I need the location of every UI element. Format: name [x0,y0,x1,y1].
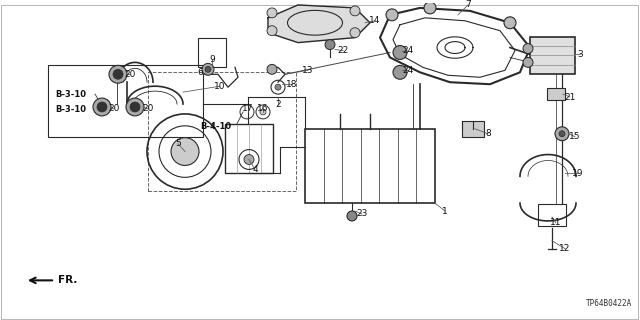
Circle shape [260,109,266,115]
Circle shape [244,155,254,164]
Text: 19: 19 [572,169,584,178]
Bar [530,37,575,74]
Circle shape [267,26,277,36]
Polygon shape [268,5,370,43]
Circle shape [523,58,533,67]
Text: 9: 9 [209,55,215,64]
Text: B-3-10: B-3-10 [55,90,86,99]
Circle shape [130,102,140,112]
Text: 20: 20 [108,104,120,114]
Text: 3: 3 [577,50,583,59]
Bar [547,88,565,100]
Circle shape [205,66,211,72]
Text: 23: 23 [356,210,368,219]
Text: 16: 16 [257,104,269,114]
Bar [462,121,484,137]
Circle shape [424,2,436,14]
Circle shape [555,127,569,141]
Text: 15: 15 [569,132,580,141]
Circle shape [267,64,277,74]
Text: 22: 22 [337,46,349,55]
Circle shape [275,84,281,90]
Circle shape [97,102,107,112]
Text: 20: 20 [124,70,136,79]
Text: 17: 17 [243,104,253,114]
Circle shape [113,69,123,79]
Text: 14: 14 [369,16,381,25]
Text: 11: 11 [550,219,562,228]
Text: 6: 6 [197,68,203,77]
Text: B-3-10: B-3-10 [55,106,86,115]
Text: 5: 5 [175,139,181,148]
Circle shape [325,40,335,50]
Text: 7: 7 [465,0,471,10]
Circle shape [350,6,360,16]
Text: 1: 1 [442,206,448,215]
Circle shape [109,65,127,83]
Text: B-4-10: B-4-10 [200,122,231,131]
Bar [198,38,226,67]
Circle shape [126,98,144,116]
Text: 2: 2 [275,100,281,108]
Bar [48,65,203,137]
Circle shape [93,98,111,116]
Circle shape [393,65,407,79]
Text: 12: 12 [559,244,571,253]
Circle shape [386,9,398,21]
Circle shape [393,45,407,60]
Text: 21: 21 [564,92,576,101]
Circle shape [523,44,533,53]
Bar [538,204,566,226]
Circle shape [350,28,360,38]
Bar [225,124,273,173]
Text: 24: 24 [403,46,413,55]
Text: 8: 8 [485,129,491,138]
Bar [148,72,296,191]
Circle shape [202,63,214,75]
Circle shape [267,8,277,18]
Circle shape [347,211,357,221]
Circle shape [504,17,516,29]
Text: 4: 4 [252,165,258,174]
Bar [305,129,435,203]
Text: 13: 13 [302,66,314,75]
Text: 18: 18 [286,80,298,89]
Circle shape [171,138,199,165]
Circle shape [559,131,565,137]
Text: 24: 24 [403,66,413,75]
Text: TP64B0422A: TP64B0422A [586,299,632,308]
Text: 20: 20 [142,104,154,114]
Text: FR.: FR. [58,276,77,285]
Text: 10: 10 [214,82,226,91]
